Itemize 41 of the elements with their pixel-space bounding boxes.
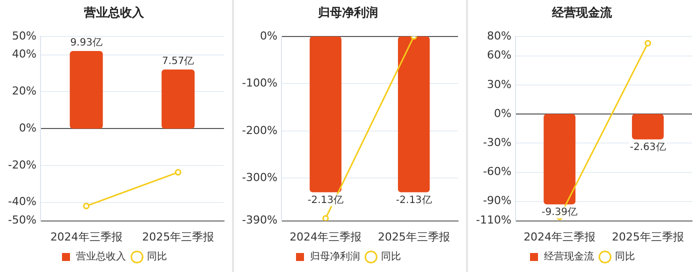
y-tick-label: -30% xyxy=(482,136,512,150)
data-label: 7.57亿 xyxy=(162,56,194,68)
legend-label: 营业总收入 xyxy=(76,250,126,263)
y-tick-label: -100% xyxy=(242,76,278,90)
y-tick-label: 0% xyxy=(260,29,278,42)
x-tick-label: 2024年三季报 xyxy=(524,230,596,244)
y-tick-label: 0% xyxy=(18,121,36,134)
y-tick-label: 50% xyxy=(12,29,36,42)
legend-label: 同比 xyxy=(615,250,635,263)
y-tick-label: -200% xyxy=(242,124,278,137)
data-label: -2.13亿 xyxy=(308,194,344,206)
data-label: -9.39亿 xyxy=(542,206,578,218)
data-label: 9.93亿 xyxy=(70,38,102,49)
x-tick-label: 2025年三季报 xyxy=(612,230,684,244)
x-tick-label: 2024年三季报 xyxy=(50,230,122,244)
y-tick-label: -60% xyxy=(482,165,512,178)
y-tick-label: 30% xyxy=(486,78,512,91)
chart-title: 归母净利润 xyxy=(317,5,378,20)
y-tick-label: 20% xyxy=(12,84,36,98)
x-tick-label: 2025年三季报 xyxy=(142,230,214,244)
x-tick-label: 2025年三季报 xyxy=(378,230,450,244)
y-tick-label: -110% xyxy=(476,214,512,227)
y-tick-label: 60% xyxy=(486,48,512,62)
data-label: -2.13亿 xyxy=(396,194,432,206)
y-tick-label: 0% xyxy=(494,106,512,120)
legend-label: 归母净利润 xyxy=(310,250,360,263)
y-tick-label: -90% xyxy=(482,194,512,208)
x-tick-label: 2024年三季报 xyxy=(290,230,362,244)
y-tick-label: -300% xyxy=(242,171,278,184)
y-tick-label: -390% xyxy=(242,214,278,227)
y-tick-label: -20% xyxy=(8,158,36,172)
y-tick-label: 40% xyxy=(12,48,36,61)
y-tick-label: -40% xyxy=(8,195,36,208)
y-tick-label: -50% xyxy=(8,214,36,227)
chart-title: 营业总收入 xyxy=(83,5,145,20)
y-tick-label: 80% xyxy=(486,29,512,42)
legend-label: 同比 xyxy=(147,250,167,263)
data-label: -2.63亿 xyxy=(630,142,666,153)
legend-label: 经营现金流 xyxy=(544,250,594,263)
chart-title: 经营现金流 xyxy=(551,5,613,20)
legend-label: 同比 xyxy=(381,250,401,263)
